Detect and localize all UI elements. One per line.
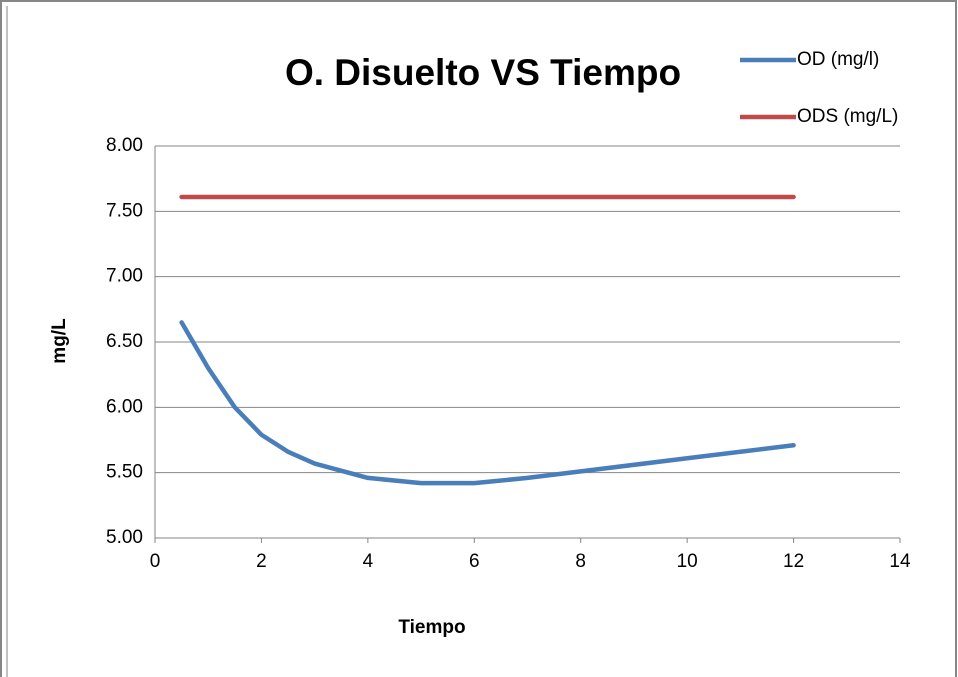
x-tick-label: 12	[783, 551, 804, 572]
y-tick-label: 6.50	[106, 331, 143, 352]
x-tick-label: 2	[256, 551, 267, 572]
legend-label: ODS (mg/L)	[797, 106, 898, 127]
chart-title: O. Disuelto VS Tiempo	[285, 52, 681, 93]
x-tick-label: 6	[469, 551, 480, 572]
y-tick-label: 6.00	[106, 396, 143, 417]
x-tick-label: 14	[889, 551, 911, 572]
x-tick-label: 0	[150, 551, 161, 572]
y-tick-label: 8.00	[106, 135, 143, 156]
y-tick-label: 5.00	[106, 527, 143, 548]
x-axis-label: Tiempo	[398, 617, 465, 638]
x-tick-label: 4	[363, 551, 374, 572]
x-tick-label: 8	[575, 551, 586, 572]
y-axis-label: mg/L	[49, 318, 70, 364]
x-tick-label: 10	[677, 551, 698, 572]
y-tick-label: 7.50	[106, 200, 143, 221]
legend-label: OD (mg/l)	[797, 49, 879, 70]
y-tick-label: 5.50	[106, 462, 143, 483]
y-tick-label: 7.00	[106, 266, 143, 287]
series-line	[179, 320, 796, 486]
